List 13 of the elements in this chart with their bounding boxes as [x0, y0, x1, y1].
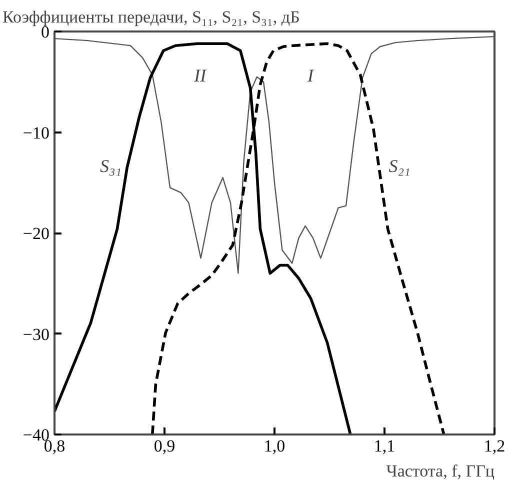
x-tick-label: 1,2 — [484, 436, 506, 456]
y-tick-label: −10 — [22, 123, 50, 142]
y-tick-label: −20 — [22, 224, 50, 243]
line-series — [54, 36, 494, 274]
annotation: I — [306, 66, 315, 86]
series-label: S₂₁ — [388, 156, 410, 176]
x-tick-label: 0,9 — [154, 436, 176, 456]
x-tick-label: 1,1 — [374, 436, 396, 456]
y-tick-label: −30 — [22, 324, 50, 344]
x-tick-label: 1,0 — [264, 436, 286, 456]
annotation: II — [193, 66, 208, 86]
series-label: S₃₁ — [100, 156, 122, 176]
x-axis-title: Частота, f, ГГц — [386, 462, 494, 480]
